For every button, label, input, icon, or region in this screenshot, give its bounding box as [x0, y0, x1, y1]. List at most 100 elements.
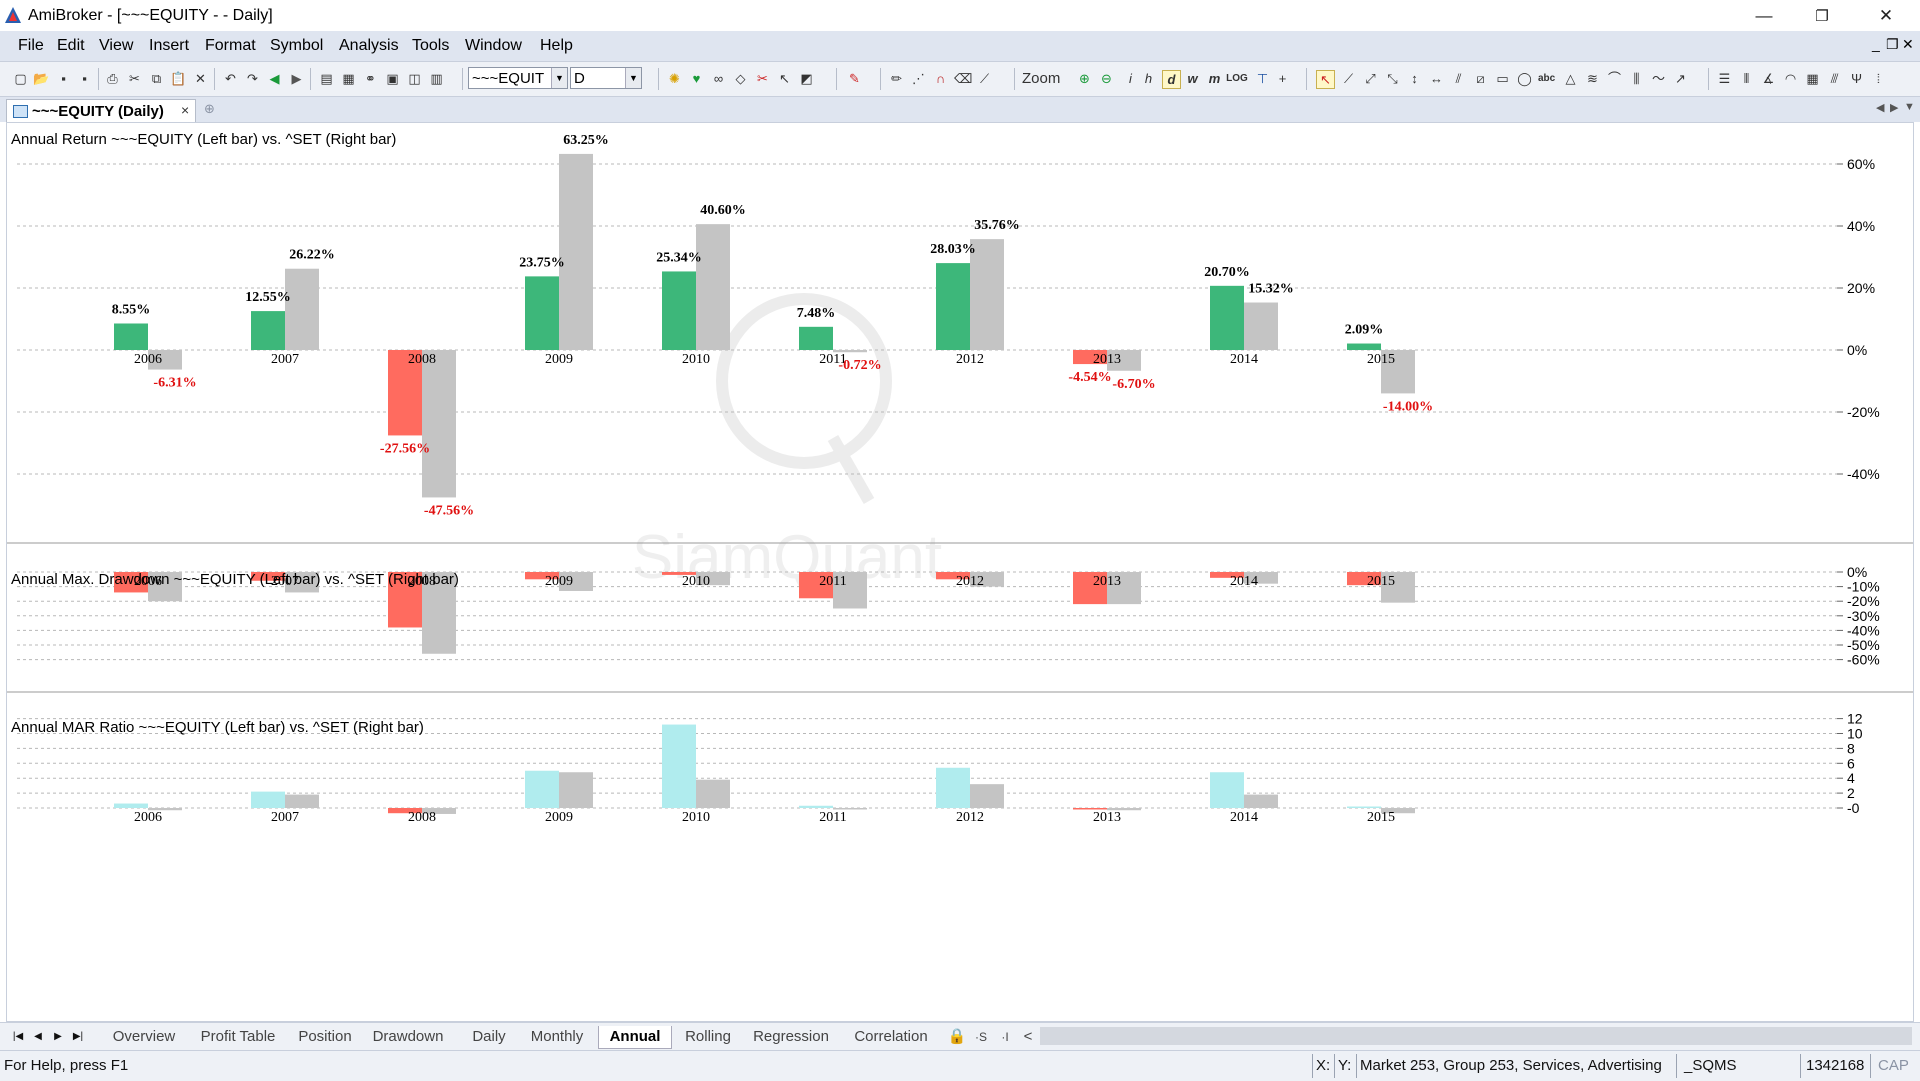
list-icon[interactable]: ☰: [1718, 71, 1731, 86]
scroll-left-button[interactable]: <: [1023, 1028, 1033, 1045]
horizontal-line-icon[interactable]: ↔: [1430, 71, 1443, 86]
zoom-dropdown[interactable]: Zoom: [1022, 70, 1061, 87]
tab-position[interactable]: Position: [298, 1028, 352, 1045]
chevron-down-icon[interactable]: ▼: [551, 68, 567, 88]
lock-icon[interactable]: 🔒: [947, 1028, 967, 1045]
magnet-icon[interactable]: ∩: [935, 71, 946, 86]
interval-monthly[interactable]: m: [1208, 71, 1221, 86]
tab-annual[interactable]: Annual: [598, 1026, 672, 1049]
shapes-icon[interactable]: ◇: [735, 71, 746, 86]
rectangle-icon[interactable]: ▭: [1496, 71, 1509, 86]
window-cascade-icon[interactable]: ◫: [408, 71, 421, 86]
interval-daily[interactable]: d: [1162, 70, 1181, 89]
tab-rolling[interactable]: Rolling: [685, 1028, 731, 1045]
first-sheet-button[interactable]: |◀: [12, 1031, 24, 1042]
menu-file[interactable]: File: [18, 37, 44, 54]
text-tool-icon[interactable]: abc: [1538, 73, 1556, 84]
restore-button[interactable]: ❐: [1815, 7, 1829, 25]
next-sheet-button[interactable]: ▶: [54, 1031, 62, 1042]
print-icon[interactable]: ⎙: [107, 71, 118, 86]
select-arrow-icon[interactable]: ↖: [1316, 70, 1335, 89]
sheet-i-button[interactable]: ·I: [1001, 1030, 1009, 1044]
scroll-tabs-left-icon[interactable]: ◀: [1876, 102, 1885, 114]
interval-weekly[interactable]: w: [1187, 71, 1198, 86]
fibonacci-icon[interactable]: ≋: [1587, 71, 1598, 86]
save-all-icon[interactable]: ▪: [82, 71, 87, 86]
crosshair-icon[interactable]: +: [1278, 71, 1287, 86]
arrow-tool-icon[interactable]: ↗: [1675, 71, 1686, 86]
zigzag-icon[interactable]: 〜: [1651, 71, 1665, 86]
menu-help[interactable]: Help: [540, 37, 573, 54]
menu-insert[interactable]: Insert: [149, 37, 190, 54]
tab-drawdown[interactable]: Drawdown: [372, 1028, 444, 1045]
sheet-s-button[interactable]: ·S: [975, 1030, 987, 1044]
interval-hourly[interactable]: h: [1144, 71, 1153, 86]
last-sheet-button[interactable]: ▶|: [72, 1031, 84, 1042]
menu-window[interactable]: Window: [465, 37, 522, 54]
chevron-down-icon[interactable]: ▼: [625, 68, 641, 88]
text-cursor-icon[interactable]: ⊤: [1256, 71, 1269, 86]
copy-icon[interactable]: ⧉: [151, 71, 162, 86]
window-tile-icon[interactable]: ▣: [386, 71, 399, 86]
parallel-lines-icon[interactable]: ⫽: [1455, 71, 1462, 86]
cycles-icon[interactable]: ⫼: [1633, 71, 1640, 86]
menu-edit[interactable]: Edit: [57, 37, 85, 54]
close-tab-icon[interactable]: ×: [181, 102, 190, 118]
zoom-out-icon[interactable]: ⊖: [1101, 71, 1112, 86]
pen-color-icon[interactable]: ✎: [849, 71, 860, 86]
open-icon[interactable]: 📂: [33, 71, 50, 86]
interval-combo[interactable]: D ▼: [570, 67, 642, 89]
prev-sheet-button[interactable]: ◀: [34, 1031, 42, 1042]
dotted-line-icon[interactable]: ⋰: [912, 71, 925, 86]
bars-icon[interactable]: ⦀: [1743, 71, 1750, 86]
tab-monthly[interactable]: Monthly: [530, 1028, 584, 1045]
layout-icon[interactable]: ▤: [320, 71, 333, 86]
gann-icon[interactable]: ∡: [1762, 71, 1775, 86]
brush-icon[interactable]: ⟋: [979, 71, 990, 86]
vertical-line-icon[interactable]: ↕: [1411, 71, 1418, 86]
layout-save-icon[interactable]: ▦: [342, 71, 355, 86]
menu-view[interactable]: View: [99, 37, 134, 54]
menu-analysis[interactable]: Analysis: [339, 37, 399, 54]
interval-tick-icon[interactable]: i: [1129, 71, 1132, 86]
tab-correlation[interactable]: Correlation: [854, 1028, 928, 1045]
eraser-icon[interactable]: ⌫: [954, 71, 973, 86]
menu-tools[interactable]: Tools: [412, 37, 450, 54]
menu-format[interactable]: Format: [205, 37, 256, 54]
extended-line-icon[interactable]: ⤡: [1387, 71, 1398, 86]
minimize-button[interactable]: —: [1755, 5, 1773, 25]
tab-daily[interactable]: Daily: [472, 1028, 506, 1045]
close-button[interactable]: ✕: [1878, 5, 1894, 25]
zoom-in-icon[interactable]: ⊕: [1079, 71, 1090, 86]
ray-icon[interactable]: ⤢: [1365, 71, 1376, 86]
horizontal-scrollbar[interactable]: [1040, 1027, 1912, 1045]
arc-icon[interactable]: ⌒: [1607, 71, 1621, 86]
delete-icon[interactable]: ✕: [195, 71, 206, 86]
save-icon[interactable]: ▪: [61, 71, 66, 86]
glasses-icon[interactable]: ∞: [713, 71, 724, 86]
mdi-restore-button[interactable]: ❐: [1886, 36, 1899, 52]
chart-document-tab[interactable]: ~~~EQUITY (Daily) ×: [6, 99, 196, 122]
tab-overview[interactable]: Overview: [112, 1028, 176, 1045]
tab-profit-table[interactable]: Profit Table: [200, 1028, 276, 1045]
heart-icon[interactable]: ♥: [692, 71, 701, 86]
menu-symbol[interactable]: Symbol: [270, 37, 324, 54]
sun-icon[interactable]: ✺: [669, 71, 680, 86]
channel-icon[interactable]: ⧄: [1476, 71, 1485, 86]
new-tab-icon[interactable]: ⊕: [204, 101, 215, 116]
cut-icon[interactable]: ✂: [129, 71, 140, 86]
symbol-combo[interactable]: ~~~EQUIT ▼: [468, 67, 568, 89]
grid-icon[interactable]: ▦: [1806, 71, 1819, 86]
pointer-icon[interactable]: ↖: [779, 71, 790, 86]
link-icon[interactable]: ⚭: [365, 71, 376, 86]
new-icon[interactable]: ▢: [14, 71, 27, 86]
trendline-icon[interactable]: ⟋: [1343, 71, 1354, 86]
mdi-close-button[interactable]: ✕: [1902, 36, 1914, 52]
mdi-minimize-button[interactable]: _: [1872, 36, 1880, 52]
tab-regression[interactable]: Regression: [753, 1028, 829, 1045]
scissors-icon[interactable]: ✂: [757, 71, 768, 86]
chart-edit-icon[interactable]: ◩: [800, 71, 813, 86]
fan-icon[interactable]: ⫻: [1830, 71, 1839, 86]
paste-icon[interactable]: 📋: [170, 71, 187, 86]
pencil-icon[interactable]: ✏: [891, 71, 902, 86]
